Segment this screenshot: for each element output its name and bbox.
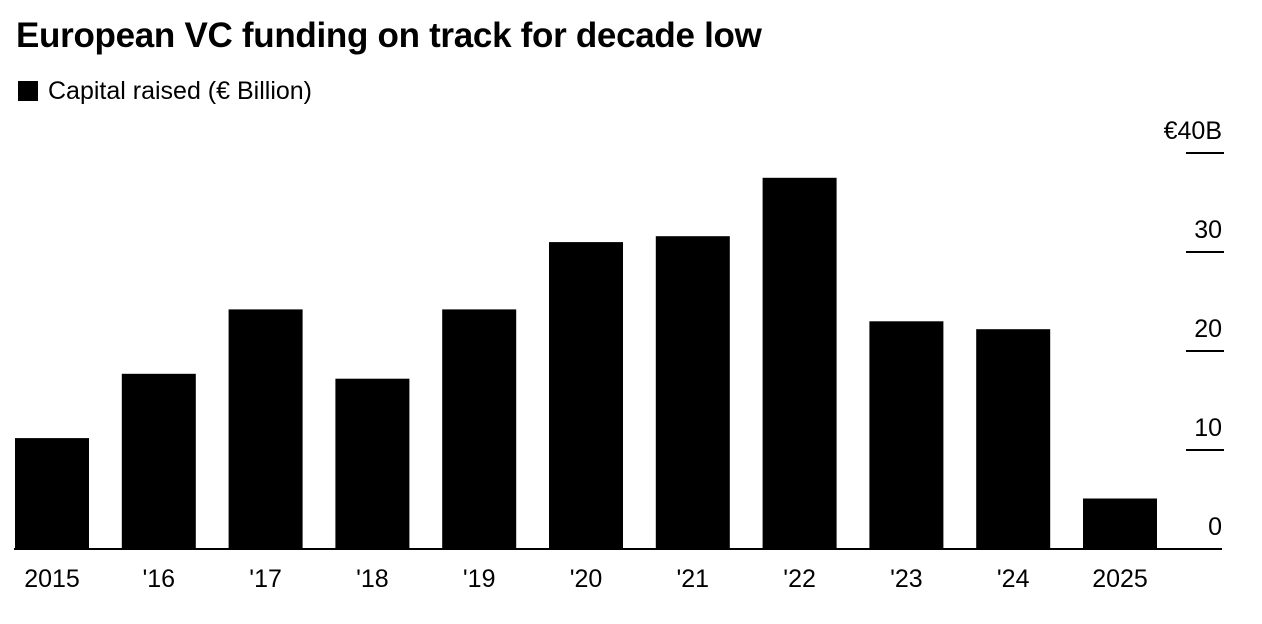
x-axis: 2015 '16 '17 '18 '19 '20 '21 '22 '23 '24 2025 [24,565,1148,593]
y-tick-label: 20 [1194,315,1222,343]
x-tick-label: 2025 [1092,565,1148,593]
x-tick-label: '16 [143,565,176,593]
bar-6 [655,236,730,549]
x-tick-label: '19 [463,565,496,593]
x-tick-label: '23 [890,565,923,593]
bar-2 [228,309,303,549]
y-axis: 0 10 20 30 €40B [1164,117,1224,541]
x-tick-label: '22 [783,565,816,593]
bar-0 [15,438,89,549]
bar-8 [869,321,944,549]
bar-9 [976,329,1051,549]
y-tick-label: 10 [1194,414,1222,442]
y-tick-label: €40B [1164,117,1222,145]
bars-group [15,177,1157,550]
x-tick-label: '24 [997,565,1030,593]
y-tick-label: 30 [1194,216,1222,244]
legend: Capital raised (€ Billion) [18,76,312,106]
x-tick-label: 2015 [24,565,80,593]
x-tick-label: '18 [356,565,389,593]
bar-4 [442,309,517,549]
bar-1 [121,373,196,549]
bar-7 [762,177,837,550]
bar-3 [335,378,410,549]
y-tick-label: 0 [1208,513,1222,541]
x-tick-label: '20 [570,565,603,593]
legend-label: Capital raised (€ Billion) [48,76,313,105]
bar-5 [549,242,623,549]
x-tick-label: '21 [677,565,710,593]
bar-10 [1083,498,1157,549]
legend-swatch [18,81,38,101]
chart-title: European VC funding on track for decade … [16,16,762,55]
x-tick-label: '17 [249,565,282,593]
